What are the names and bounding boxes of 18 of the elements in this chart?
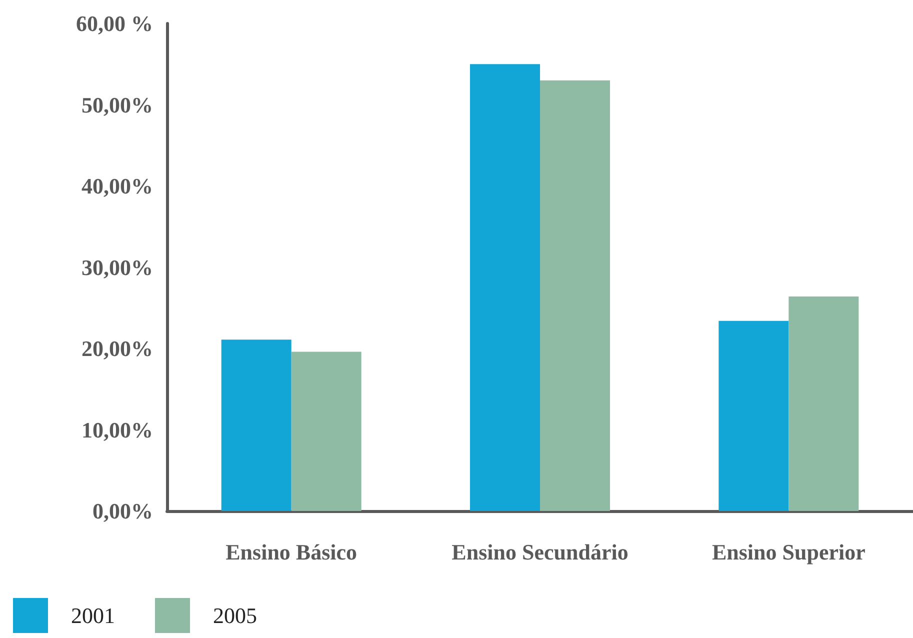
bar — [221, 340, 292, 511]
bar — [540, 80, 610, 511]
y-tick-label: 0,00% — [92, 498, 153, 524]
legend-label: 2001 — [71, 603, 115, 628]
y-tick-label: 30,00% — [82, 254, 153, 280]
y-tick-label: 20,00% — [82, 336, 153, 361]
y-tick-label: 60,00 % — [76, 11, 153, 36]
legend-label: 2005 — [213, 603, 257, 628]
bar — [470, 64, 540, 511]
bar — [788, 296, 859, 511]
x-tick-label: Ensino Básico — [226, 540, 358, 564]
x-tick-label: Ensino Secundário — [452, 540, 628, 564]
y-tick-label: 10,00% — [82, 417, 153, 442]
bar — [718, 320, 789, 511]
x-tick-label: Ensino Superior — [712, 540, 866, 564]
y-tick-label: 50,00% — [82, 92, 153, 118]
y-tick-label: 40,00% — [82, 174, 153, 198]
bar — [291, 352, 362, 511]
